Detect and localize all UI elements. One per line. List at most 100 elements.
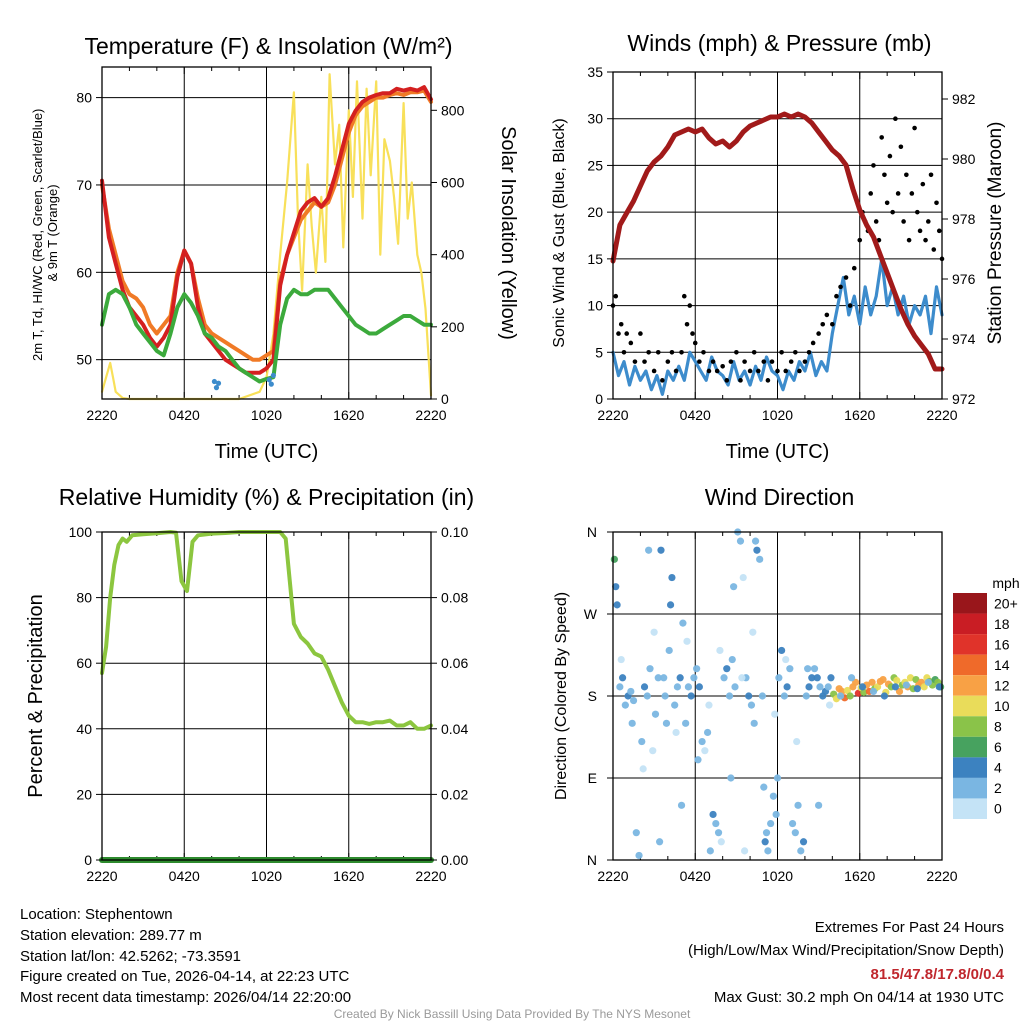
wind-direction-point [682, 719, 690, 727]
wind-direction-point [893, 676, 901, 685]
gust-point [917, 228, 923, 234]
humidity-y-tick-label: 20 [76, 786, 92, 802]
wind-direction-point [717, 838, 725, 846]
station-pressure-line [610, 111, 945, 372]
wind-direction-point [794, 801, 802, 809]
solar-y-tick-label: 200 [441, 319, 465, 335]
gust-point [909, 191, 915, 196]
wind-direction-point [879, 676, 887, 684]
wind-direction-point [880, 692, 889, 700]
gust-point [820, 321, 826, 327]
gust-point [923, 237, 928, 243]
wind-direction-point [646, 665, 654, 673]
wind-direction-point [736, 537, 745, 545]
gust-point [616, 331, 621, 336]
wind-direction-point [769, 792, 777, 800]
legend-label: 0 [994, 801, 1002, 817]
wind-direction-point [764, 847, 772, 855]
wind-direction-point [727, 774, 735, 782]
location-label: Location: Stephentown [20, 906, 173, 923]
gust-point [728, 359, 734, 364]
gust-point [681, 293, 687, 299]
gust-point [710, 359, 716, 364]
wind-direction-point [701, 747, 709, 755]
wind-direction-point [668, 573, 676, 582]
wind-direction-point [703, 728, 712, 737]
gust-point [690, 331, 695, 336]
wind-direction-point [858, 683, 867, 691]
legend-label: 14 [994, 657, 1010, 673]
wind-direction-point [836, 692, 845, 700]
legend-swatch [953, 613, 987, 635]
wind-direction-point [808, 674, 816, 682]
gust-point [775, 368, 780, 374]
legend-label: 10 [994, 698, 1010, 714]
gust-point [692, 340, 698, 346]
wind-direction-point [747, 701, 756, 709]
extremes-subheading: (High/Low/Max Wind/Precipitation/Snow De… [688, 942, 1004, 959]
wind-direction-point [761, 838, 769, 846]
wind-direction-point [749, 628, 757, 636]
temperature-y-label: 2m T, Td, HI/WC (Red, Green, Scarlet/Blu… [30, 105, 60, 361]
wind-direction-point [788, 819, 797, 828]
gust-point [936, 228, 942, 234]
gust-point [834, 293, 839, 299]
figure-created-label: Figure created on Tue, 2026-04-14, at 22… [20, 968, 350, 985]
wind-direction-point [783, 683, 791, 691]
winds-y-tick-label: 25 [587, 157, 603, 173]
winds-y-label: Sonic Wind & Gust (Blue, Black) [551, 118, 568, 347]
wind-direction-point [868, 678, 876, 686]
gust-point [838, 284, 843, 290]
wind-direction-point [791, 829, 799, 837]
extremes-heading: Extremes For Past 24 Hours [814, 919, 1004, 936]
gust-point [621, 349, 627, 355]
legend-swatch [953, 798, 987, 819]
winds-x-label: Time (UTC) [726, 441, 830, 463]
wind-direction-point [745, 692, 753, 700]
gust-point [793, 349, 798, 355]
winds-x-tick-label: 2220 [597, 407, 628, 423]
wind-direction-point [739, 573, 747, 582]
gust-point [706, 368, 712, 374]
wind-direction-point [617, 655, 625, 664]
wind-direction-point [751, 537, 760, 545]
pressure-y-tick-label: 976 [952, 271, 976, 287]
wind-direction-point [672, 728, 680, 737]
wind-direction-point [613, 601, 621, 609]
wind-direction-point [767, 819, 775, 828]
wind-direction-point [778, 646, 786, 655]
wind-direction-point [793, 737, 801, 746]
gust-point [857, 237, 863, 243]
legend-swatch [953, 757, 987, 778]
series-td-line [100, 287, 433, 384]
gust-point [925, 219, 931, 224]
wind-direction-point [725, 692, 734, 700]
wind-direction-point [760, 783, 768, 791]
legend-swatch [953, 695, 987, 717]
wind-direction-point [690, 674, 698, 682]
legend-label: 16 [994, 636, 1010, 652]
gust-point [613, 293, 619, 299]
gust-point [904, 172, 909, 178]
heat-index-point [268, 381, 274, 387]
gust-point [783, 368, 789, 374]
humidity-y-tick-label: 60 [76, 655, 92, 671]
legend-label: 2 [994, 780, 1002, 796]
wind-direction-point [676, 674, 684, 682]
solar-y-tick-label: 800 [441, 102, 465, 118]
gust-point [660, 378, 665, 383]
gust-point [618, 321, 624, 327]
wind-direction-point [649, 747, 657, 755]
winds-y-tick-label: 35 [587, 64, 603, 80]
direction-x-tick-label: 2220 [926, 868, 957, 884]
wind-direction-point [651, 710, 660, 718]
temperature-title: Temperature (F) & Insolation (W/m²) [84, 33, 452, 59]
gust-point [879, 135, 884, 140]
gust-point [810, 340, 816, 346]
precip-y-tick-label: 0.08 [441, 590, 468, 606]
temperature-x-tick-label: 2220 [415, 407, 446, 423]
wind-direction-point [843, 686, 852, 695]
humidity-x-tick-label: 0420 [169, 868, 200, 884]
direction-y-tick-label: E [588, 770, 597, 786]
heat-index-point [270, 372, 276, 379]
